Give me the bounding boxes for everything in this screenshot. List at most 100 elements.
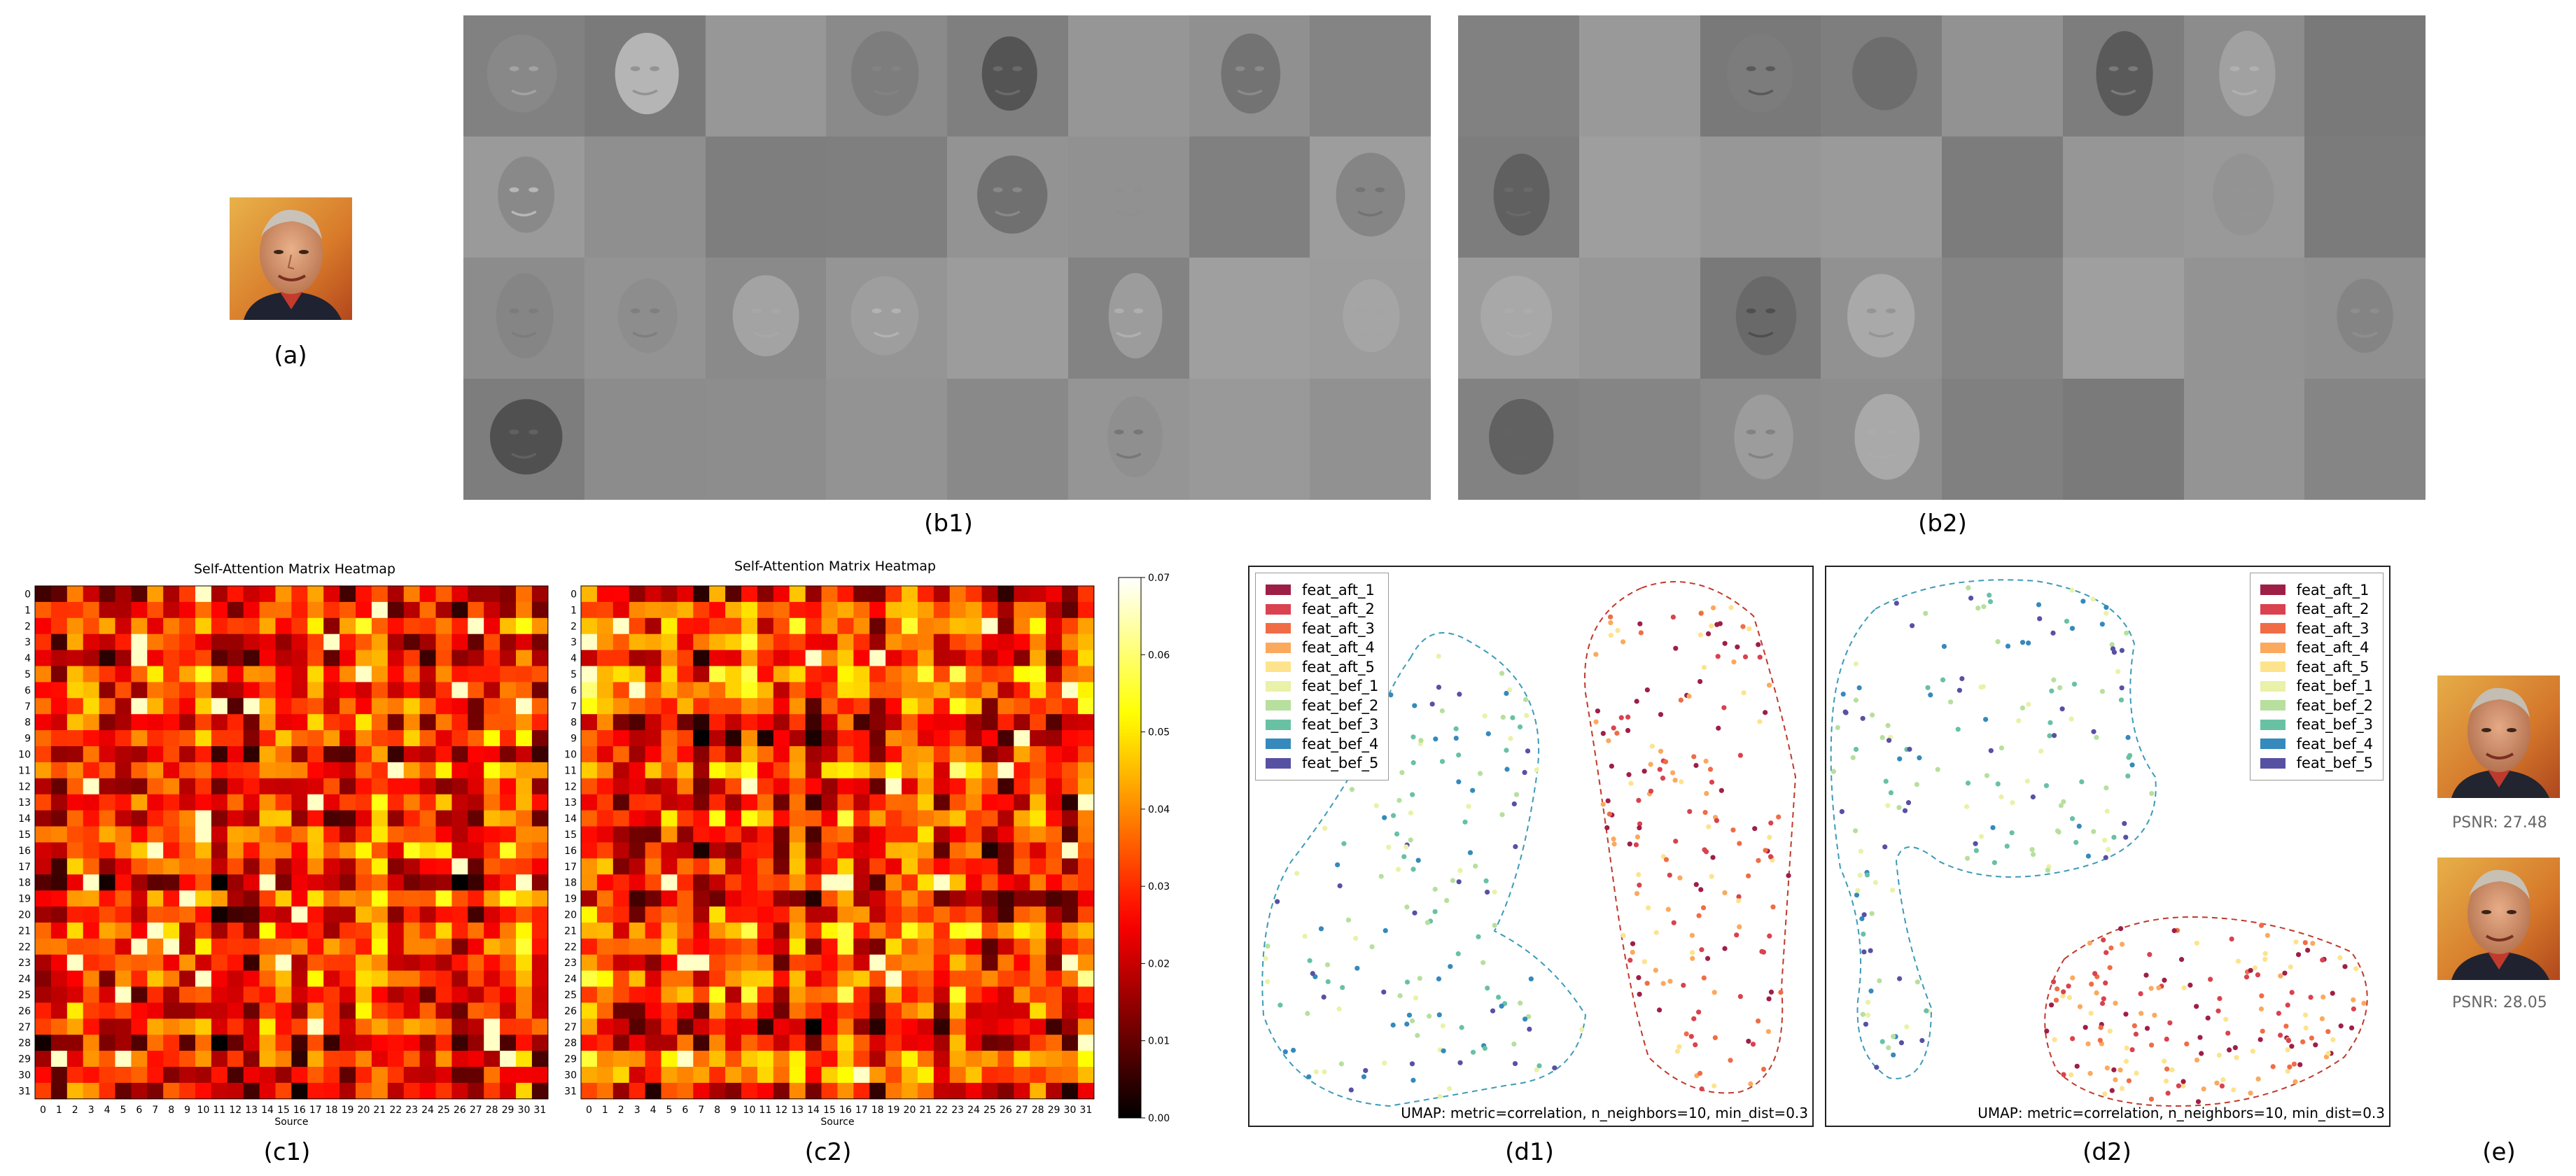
heatmap-cell xyxy=(451,970,468,987)
umap-point xyxy=(1394,831,1400,836)
heatmap-cell xyxy=(886,778,902,795)
heatmap-cell xyxy=(693,1018,710,1035)
heatmap-cell xyxy=(83,1067,100,1084)
heatmap-cell xyxy=(371,617,388,635)
heatmap-cell xyxy=(35,650,52,666)
heatmap-cell xyxy=(323,858,340,875)
heatmap-cell xyxy=(147,1002,164,1019)
heatmap-cell xyxy=(981,810,998,827)
umap-point xyxy=(2088,1010,2094,1016)
heatmap-cell xyxy=(949,794,967,811)
heatmap-cell xyxy=(211,762,228,779)
heatmap-cell xyxy=(227,601,244,619)
heatmap-cell xyxy=(709,922,726,939)
heatmap-cell xyxy=(147,698,164,715)
heatmap-xtick: 10 xyxy=(743,1105,756,1116)
heatmap-cell xyxy=(323,874,340,891)
heatmap-cell xyxy=(50,650,68,666)
heatmap-cell xyxy=(757,938,774,955)
umap-point xyxy=(1699,1086,1704,1092)
heatmap-cell xyxy=(291,650,308,666)
legend-label: feat_bef_4 xyxy=(2296,735,2373,752)
heatmap-ytick: 17 xyxy=(18,862,31,873)
heatmap-cell xyxy=(323,762,340,779)
umap-point xyxy=(2342,964,2348,969)
heatmap-cell xyxy=(179,1018,196,1035)
umap-point xyxy=(1663,857,1670,862)
heatmap-cell xyxy=(1046,1051,1063,1068)
heatmap-cell xyxy=(307,874,324,891)
heatmap-cell xyxy=(837,682,854,699)
heatmap-cell xyxy=(243,634,260,651)
umap-point xyxy=(1765,1029,1772,1035)
heatmap-cell xyxy=(435,842,452,859)
heatmap-cell xyxy=(307,826,324,843)
heatmap-cell xyxy=(468,906,484,923)
heatmap-cell xyxy=(147,634,164,651)
heatmap-cell xyxy=(1014,842,1030,859)
heatmap-cell xyxy=(1030,778,1046,795)
legend-label: feat_aft_3 xyxy=(2296,620,2370,637)
umap-point xyxy=(1373,803,1379,808)
heatmap-cell xyxy=(645,890,662,907)
heatmap-cell xyxy=(725,698,742,715)
heatmap-cell xyxy=(340,601,356,619)
heatmap-cell xyxy=(291,906,308,923)
heatmap-cell xyxy=(997,826,1014,843)
heatmap-xlabel: Source xyxy=(274,1116,308,1128)
heatmap-cell xyxy=(243,617,260,635)
heatmap-cell xyxy=(340,970,356,987)
umap-point xyxy=(2289,1044,2295,1049)
umap-point xyxy=(2044,1028,2050,1034)
heatmap-cell xyxy=(387,1035,405,1051)
heatmap-cell xyxy=(886,826,902,843)
heatmap-cell xyxy=(1030,954,1046,972)
heatmap-cell xyxy=(35,938,52,955)
heatmap-cell xyxy=(709,986,726,1003)
heatmap-cell xyxy=(163,874,180,891)
heatmap-cell xyxy=(869,842,886,859)
heatmap-cell xyxy=(581,666,598,682)
heatmap-cell xyxy=(371,922,388,939)
umap-point xyxy=(1436,653,1441,659)
heatmap-cell xyxy=(50,826,68,843)
heatmap-cell xyxy=(403,682,421,699)
umap-point xyxy=(1924,1008,1929,1014)
heatmap-ytick: 14 xyxy=(18,813,31,825)
heatmap-cell xyxy=(307,778,324,795)
heatmap-cell xyxy=(853,842,870,859)
umap-point xyxy=(2250,1049,2255,1054)
heatmap-xtick: 23 xyxy=(405,1105,418,1116)
panel-label-a: (a) xyxy=(274,342,307,370)
heatmap-cell xyxy=(645,1018,662,1035)
umap-point xyxy=(1856,685,1862,691)
heatmap-cell xyxy=(163,778,180,795)
heatmap-cell xyxy=(917,906,934,923)
heatmap-c1-title: Self-Attention Matrix Heatmap xyxy=(194,561,396,577)
heatmap-cell xyxy=(837,762,854,779)
heatmap-cell xyxy=(516,762,533,779)
heatmap-xtick: 11 xyxy=(759,1105,771,1116)
heatmap-cell xyxy=(933,666,951,682)
umap-point xyxy=(1482,1045,1488,1051)
heatmap-cell xyxy=(612,730,630,747)
heatmap-cell xyxy=(757,730,774,747)
heatmap-cell xyxy=(917,778,934,795)
umap-point xyxy=(1978,834,1984,839)
heatmap-cell xyxy=(291,601,308,619)
heatmap-cell xyxy=(35,826,52,843)
heatmap-cell xyxy=(531,586,549,603)
heatmap-cell xyxy=(323,954,340,972)
heatmap-cell xyxy=(484,890,500,907)
heatmap-cell xyxy=(356,874,372,891)
heatmap-cell xyxy=(853,826,870,843)
heatmap-cell xyxy=(1046,730,1063,747)
umap-point xyxy=(1634,699,1639,704)
heatmap-cell xyxy=(1077,810,1095,827)
heatmap-cell xyxy=(356,617,372,635)
heatmap-cell xyxy=(1014,714,1030,731)
heatmap-cell xyxy=(596,954,614,972)
heatmap-cell xyxy=(147,682,164,699)
umap-point xyxy=(1634,890,1640,897)
heatmap-xtick: 4 xyxy=(650,1105,657,1116)
